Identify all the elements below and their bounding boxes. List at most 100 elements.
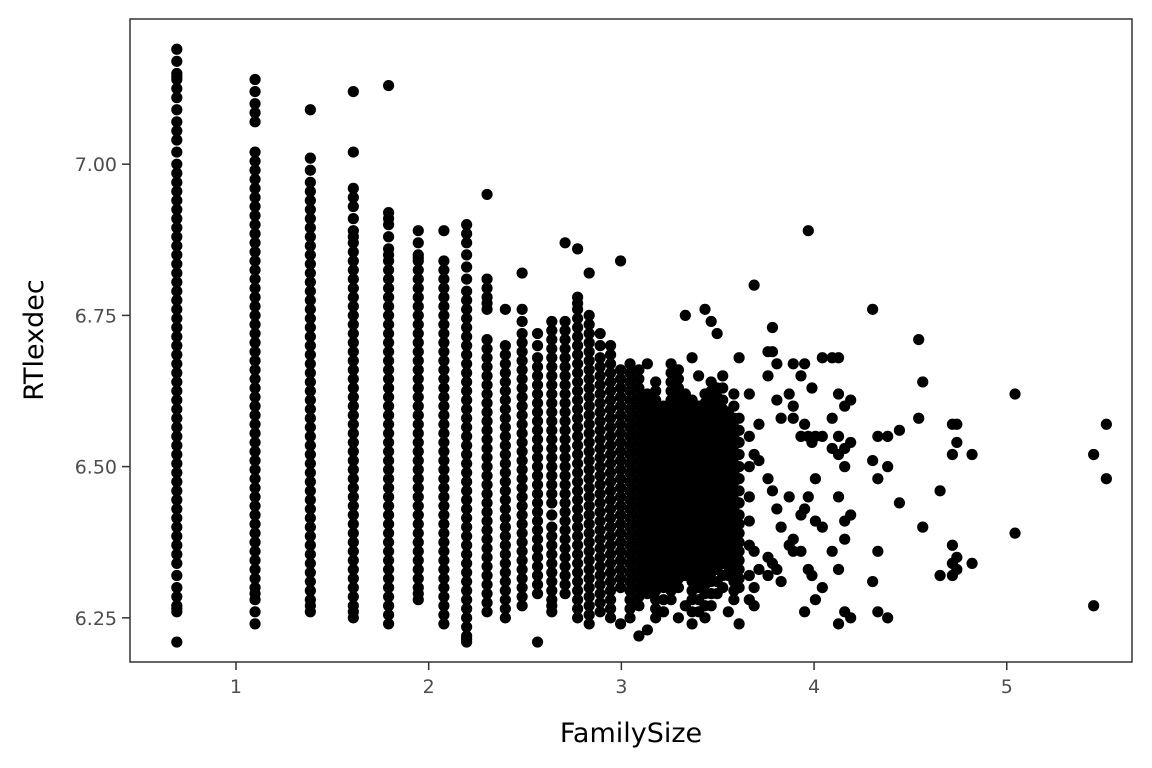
data-point xyxy=(766,321,779,334)
data-point xyxy=(438,309,450,321)
data-point xyxy=(733,485,745,497)
data-point xyxy=(559,551,571,563)
data-point xyxy=(583,445,595,458)
data-point xyxy=(171,321,183,334)
data-point xyxy=(499,349,511,361)
data-point xyxy=(572,476,584,488)
data-point xyxy=(583,473,595,485)
data-point xyxy=(531,560,544,573)
data-point xyxy=(594,361,606,373)
data-point xyxy=(249,209,261,222)
data-point xyxy=(594,424,606,436)
data-point xyxy=(559,343,571,355)
data-point xyxy=(438,545,450,557)
data-point xyxy=(594,569,606,582)
data-point xyxy=(624,539,636,551)
data-point xyxy=(382,391,395,403)
data-point xyxy=(304,494,316,506)
data-point xyxy=(412,273,424,285)
data-point xyxy=(347,309,359,321)
data-point xyxy=(499,467,511,479)
data-point xyxy=(249,527,261,539)
data-point xyxy=(412,527,424,539)
data-point xyxy=(633,418,645,430)
data-point xyxy=(249,536,261,548)
data-point xyxy=(531,569,544,582)
data-point xyxy=(438,225,450,237)
data-point xyxy=(438,282,450,294)
data-point xyxy=(304,267,316,279)
data-point xyxy=(171,276,183,288)
data-point xyxy=(845,612,857,624)
data-point xyxy=(633,491,645,503)
data-point xyxy=(787,545,799,557)
data-point xyxy=(304,349,316,361)
data-point xyxy=(614,518,627,530)
data-point xyxy=(516,409,528,421)
data-point xyxy=(249,291,261,303)
data-point xyxy=(412,588,424,600)
data-point xyxy=(1009,527,1021,539)
data-point xyxy=(951,418,963,430)
data-point xyxy=(382,454,395,467)
data-point xyxy=(347,327,359,340)
data-point xyxy=(171,569,183,582)
data-point xyxy=(705,600,717,612)
data-point xyxy=(872,545,884,557)
data-point xyxy=(546,424,558,436)
data-point xyxy=(882,461,894,473)
data-point xyxy=(481,542,493,554)
data-point xyxy=(438,409,450,421)
data-point xyxy=(249,200,261,213)
data-point xyxy=(481,442,493,455)
data-point xyxy=(461,219,473,231)
data-point xyxy=(249,464,261,476)
data-point xyxy=(412,500,424,512)
data-point xyxy=(826,545,838,557)
data-point xyxy=(249,373,261,385)
data-point xyxy=(304,485,316,497)
data-point xyxy=(171,340,183,352)
data-point xyxy=(583,346,595,358)
data-point xyxy=(304,385,316,397)
data-point xyxy=(461,594,473,606)
data-point xyxy=(461,249,473,261)
data-point xyxy=(604,340,617,352)
data-point xyxy=(499,412,511,424)
data-point xyxy=(743,515,755,527)
data-point xyxy=(382,346,395,358)
data-point xyxy=(516,337,528,349)
data-point xyxy=(633,554,645,566)
data-point xyxy=(304,231,316,243)
data-point xyxy=(481,343,493,355)
data-point xyxy=(572,494,584,506)
data-point xyxy=(546,530,558,542)
data-point xyxy=(249,364,261,376)
data-point xyxy=(946,539,959,551)
data-point xyxy=(771,563,783,576)
data-point xyxy=(867,454,879,467)
data-point xyxy=(787,533,799,545)
data-point xyxy=(917,521,929,533)
data-point xyxy=(481,388,493,400)
data-point xyxy=(771,358,783,370)
data-point xyxy=(604,358,617,370)
data-point xyxy=(633,500,645,512)
data-point xyxy=(438,500,450,512)
data-point xyxy=(382,364,395,376)
data-point xyxy=(249,346,261,358)
data-point xyxy=(249,273,261,285)
data-point xyxy=(531,542,544,554)
data-point xyxy=(412,473,424,485)
data-point xyxy=(531,379,544,391)
data-point xyxy=(733,554,745,566)
data-point xyxy=(624,458,636,470)
data-point xyxy=(583,267,595,279)
data-point xyxy=(604,430,617,442)
data-point xyxy=(382,382,395,394)
data-point xyxy=(412,563,424,576)
data-point xyxy=(438,554,450,566)
data-point xyxy=(733,618,745,630)
data-point xyxy=(604,612,617,624)
data-point xyxy=(171,421,183,433)
